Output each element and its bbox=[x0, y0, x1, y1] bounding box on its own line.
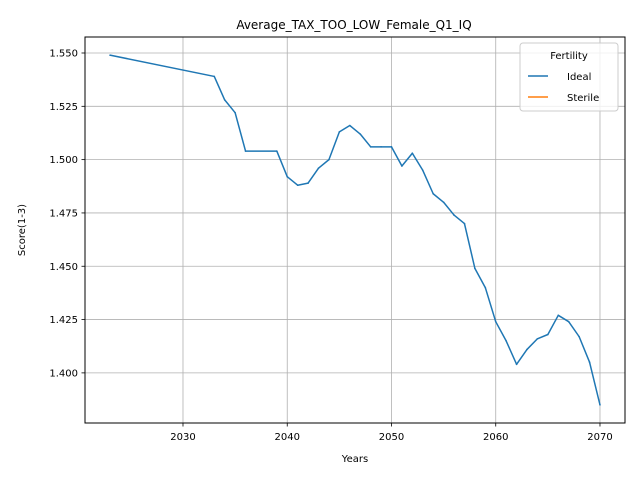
y-tick-label: 1.400 bbox=[49, 368, 78, 379]
legend-box bbox=[519, 42, 619, 112]
data-point bbox=[380, 146, 382, 148]
data-point bbox=[515, 363, 518, 366]
data-point bbox=[588, 361, 591, 364]
x-axis: 2030 2040 2050 2060 2070 bbox=[170, 423, 613, 443]
data-point bbox=[474, 267, 476, 270]
data-point bbox=[234, 111, 236, 114]
plot-frame bbox=[84, 36, 626, 424]
data-point bbox=[536, 337, 539, 340]
data-point bbox=[296, 184, 299, 187]
data-point bbox=[317, 167, 320, 169]
data-point bbox=[328, 158, 330, 161]
x-tick-label: 2040 bbox=[275, 432, 300, 443]
data-point bbox=[223, 99, 226, 101]
data-point bbox=[578, 335, 580, 338]
y-tick-label: 1.425 bbox=[49, 315, 78, 326]
x-tick-label: 2050 bbox=[379, 432, 404, 443]
data-point bbox=[484, 286, 487, 289]
data-point bbox=[338, 131, 341, 133]
data-point bbox=[109, 54, 111, 56]
legend-label-sterile: Sterile bbox=[567, 93, 599, 104]
data-point bbox=[348, 124, 351, 127]
data-point bbox=[494, 320, 497, 323]
y-tick-label: 1.550 bbox=[49, 48, 78, 59]
data-point bbox=[453, 214, 455, 216]
legend-title: Fertility bbox=[550, 51, 588, 62]
data-point bbox=[276, 150, 278, 152]
legend-label-ideal: Ideal bbox=[567, 72, 591, 83]
chart-title: Average_TAX_TOO_LOW_Female_Q1_IQ bbox=[236, 18, 471, 32]
data-point bbox=[442, 201, 445, 204]
data-point bbox=[463, 222, 466, 225]
data-point bbox=[244, 150, 247, 152]
data-point bbox=[369, 146, 372, 148]
y-axis-label: Score(1-3) bbox=[17, 204, 28, 256]
data-point bbox=[505, 340, 507, 342]
y-tick-label: 1.525 bbox=[49, 102, 78, 113]
data-point bbox=[286, 175, 289, 178]
data-point bbox=[599, 404, 601, 406]
data-point bbox=[213, 75, 216, 78]
legend: Fertility Ideal Sterile bbox=[519, 42, 619, 112]
y-axis: 1.400 1.425 1.450 1.475 1.500 1.525 1.550 bbox=[49, 48, 85, 379]
x-tick-label: 2060 bbox=[483, 432, 508, 443]
data-point bbox=[411, 152, 414, 155]
data-point bbox=[526, 348, 528, 351]
data-point bbox=[421, 169, 424, 172]
data-point bbox=[307, 182, 309, 184]
y-tick-label: 1.475 bbox=[49, 208, 78, 219]
data-point bbox=[359, 133, 362, 135]
data-point bbox=[567, 320, 570, 323]
data-point bbox=[390, 146, 393, 148]
data-point bbox=[401, 165, 403, 167]
x-tick-label: 2030 bbox=[170, 432, 195, 443]
y-tick-label: 1.500 bbox=[49, 155, 78, 166]
x-tick-label: 2070 bbox=[587, 432, 612, 443]
data-point bbox=[432, 192, 434, 195]
x-axis-label: Years bbox=[341, 454, 368, 465]
y-tick-label: 1.450 bbox=[49, 262, 78, 273]
series-layer bbox=[109, 54, 601, 406]
data-point bbox=[557, 314, 560, 317]
data-point bbox=[547, 333, 549, 336]
